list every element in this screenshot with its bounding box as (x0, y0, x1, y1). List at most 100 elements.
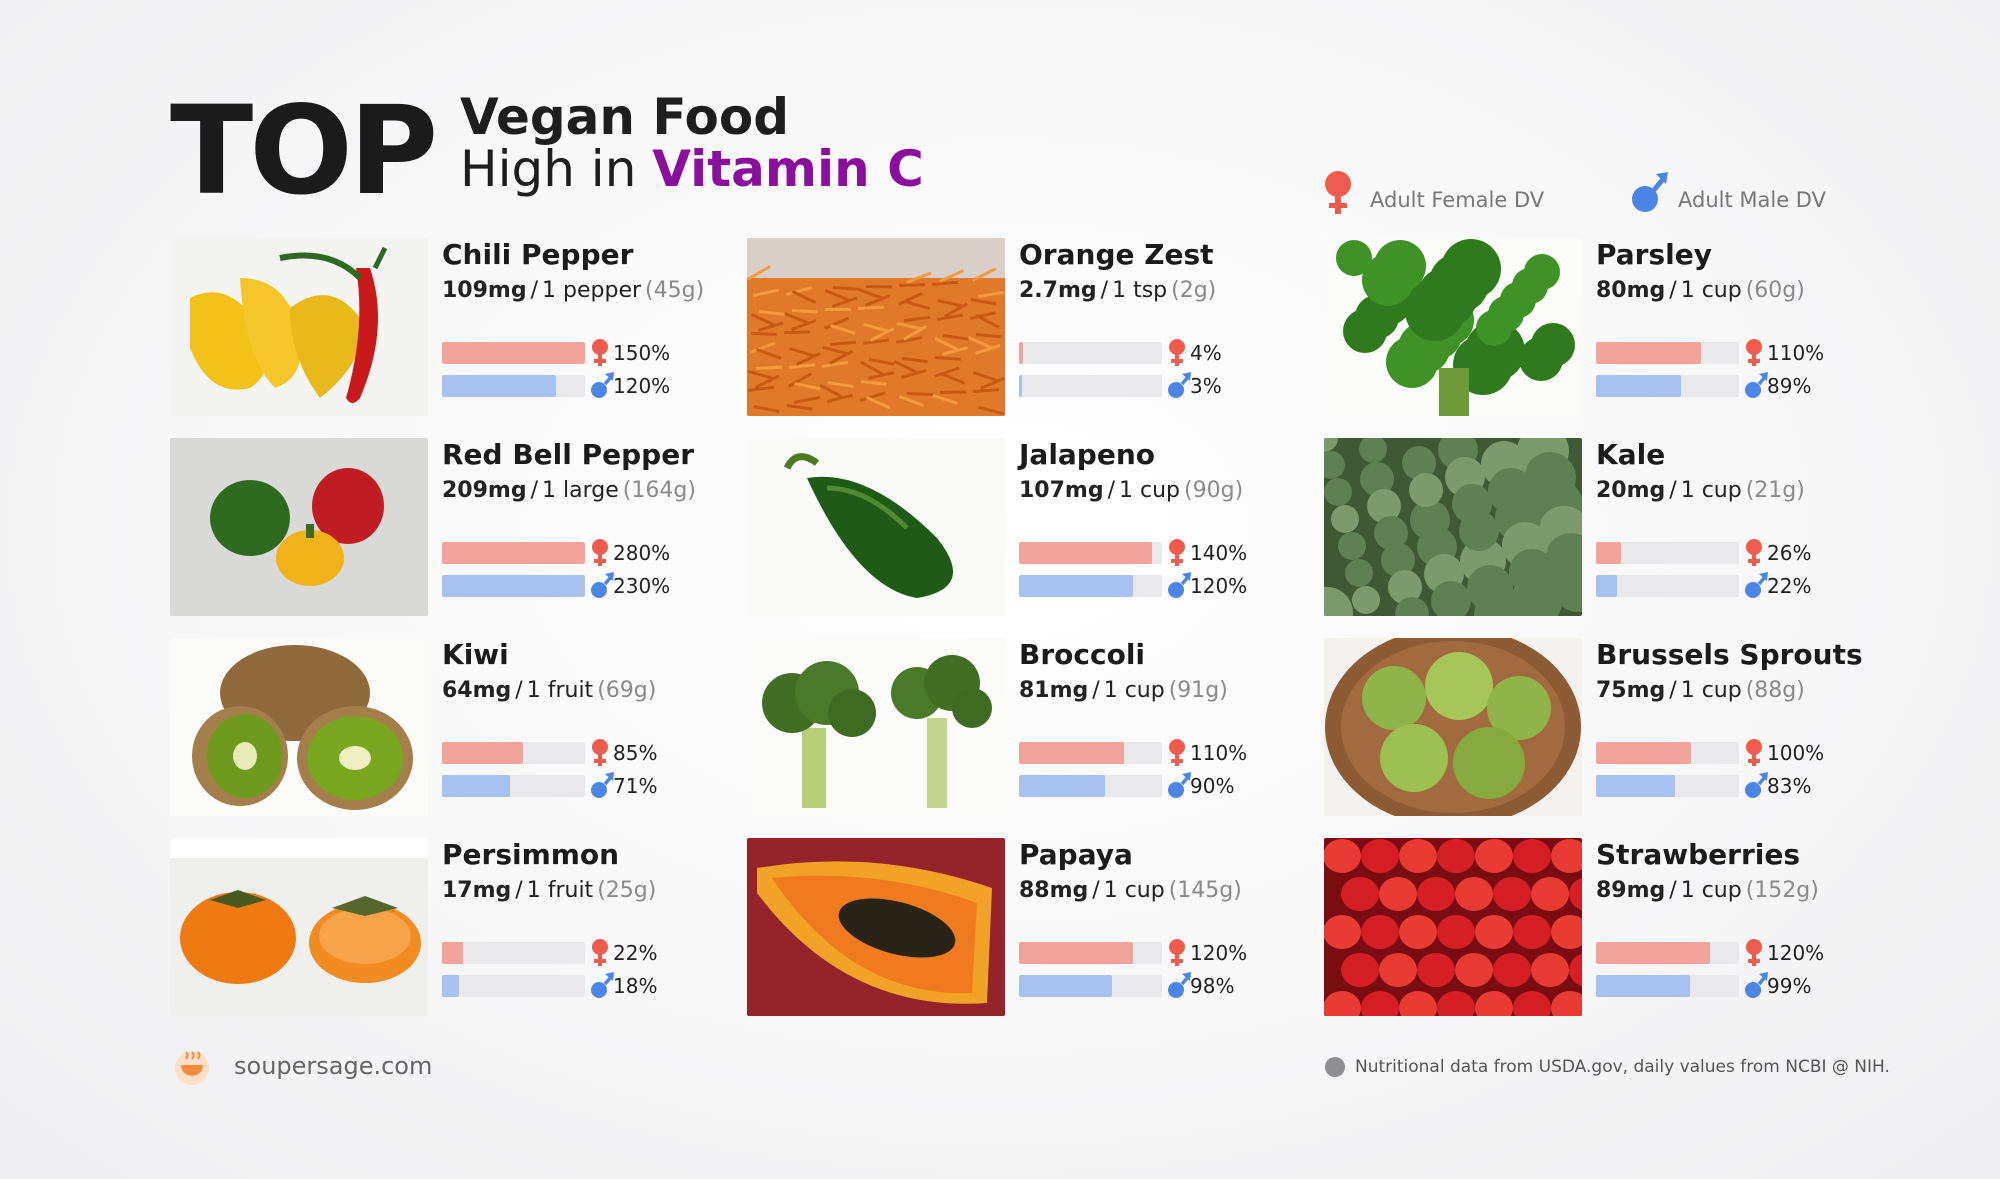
female-dv-track (1019, 342, 1162, 364)
male-dv-bar: 71% (442, 772, 702, 799)
female-dv-track (1596, 342, 1739, 364)
female-symbol-icon (1325, 171, 1351, 214)
female-dv-bar: 4% (1019, 339, 1279, 366)
food-mg: 107mg (1019, 478, 1104, 503)
female-symbol-icon (1166, 938, 1188, 972)
female-symbol-icon (589, 538, 611, 572)
male-dv-track (442, 575, 585, 597)
food-mg: 81mg (1019, 678, 1089, 703)
female-dv-bar: 100% (1596, 739, 1856, 766)
male-dv-track (1596, 775, 1739, 797)
female-symbol-icon (589, 738, 611, 772)
male-dv-fill (1596, 775, 1676, 797)
food-grams: (21g) (1745, 478, 1805, 503)
food-serving: 20mg/1 cup (21g) (1596, 478, 1805, 503)
female-dv-percent: 26% (1767, 541, 1812, 565)
female-dv-bar: 26% (1596, 539, 1856, 566)
male-dv-fill (1596, 375, 1681, 397)
male-dv-track (1019, 375, 1162, 397)
male-dv-percent: 83% (1767, 774, 1812, 798)
female-symbol-icon (1166, 338, 1188, 372)
food-grams: (91g) (1168, 678, 1228, 703)
food-serving: 81mg/1 cup (91g) (1019, 678, 1228, 703)
female-dv-percent: 4% (1190, 341, 1222, 365)
female-dv-fill (1019, 742, 1124, 764)
female-dv-fill (1019, 342, 1023, 364)
male-dv-fill (1596, 575, 1617, 597)
parsley-photo (1324, 238, 1582, 416)
female-dv-percent: 120% (1190, 941, 1248, 965)
female-dv-bar: 110% (1019, 739, 1279, 766)
female-dv-track (442, 742, 585, 764)
food-grams: (60g) (1745, 278, 1805, 303)
food-name: Orange Zest (1019, 238, 1214, 271)
female-symbol-icon (1166, 538, 1188, 572)
female-dv-bar: 140% (1019, 539, 1279, 566)
female-dv-fill (442, 942, 463, 964)
food-grams: (45g) (645, 278, 705, 303)
female-dv-bar: 150% (442, 339, 702, 366)
food-name: Persimmon (442, 838, 620, 871)
food-serving: 109mg/1 pepper (45g) (442, 278, 705, 303)
food-name: Chili Pepper (442, 238, 634, 271)
food-serving-size: 1 cup (1680, 878, 1742, 903)
male-dv-fill (442, 975, 460, 997)
female-dv-track (1596, 542, 1739, 564)
kiwi-photo (170, 638, 428, 816)
male-dv-percent: 230% (613, 574, 671, 598)
male-symbol-icon (1166, 371, 1192, 405)
food-serving-size: 1 large (542, 478, 619, 503)
male-dv-fill (1019, 575, 1134, 597)
food-name: Parsley (1596, 238, 1712, 271)
female-dv-bar: 85% (442, 739, 702, 766)
male-dv-track (1019, 775, 1162, 797)
food-mg: 89mg (1596, 878, 1666, 903)
female-dv-bar: 120% (1596, 939, 1856, 966)
male-dv-percent: 98% (1190, 974, 1235, 998)
food-mg: 20mg (1596, 478, 1666, 503)
food-card: Broccoli 81mg/1 cup (91g) 110% 90% (747, 638, 1307, 818)
female-dv-bar: 280% (442, 539, 702, 566)
food-name: Broccoli (1019, 638, 1146, 671)
male-dv-bar: 230% (442, 572, 702, 599)
female-dv-track (1596, 742, 1739, 764)
male-dv-bar: 120% (442, 372, 702, 399)
female-dv-percent: 120% (1767, 941, 1825, 965)
food-card: Brussels Sprouts 75mg/1 cup (88g) 100% 83… (1324, 638, 1884, 818)
food-card: Persimmon 17mg/1 fruit (25g) 22% 18% (170, 838, 730, 1018)
male-dv-percent: 90% (1190, 774, 1235, 798)
female-symbol-icon (589, 938, 611, 972)
male-symbol-icon (1743, 571, 1769, 605)
male-dv-track (1596, 575, 1739, 597)
female-dv-percent: 110% (1190, 741, 1248, 765)
male-dv-track (442, 375, 585, 397)
food-mg: 75mg (1596, 678, 1666, 703)
male-dv-bar: 98% (1019, 972, 1279, 999)
male-symbol-icon (589, 371, 615, 405)
male-dv-fill (1019, 975, 1113, 997)
food-grams: (69g) (597, 678, 657, 703)
female-dv-fill (442, 742, 524, 764)
food-card: Papaya 88mg/1 cup (145g) 120% 98% (747, 838, 1307, 1018)
female-dv-track (1019, 742, 1162, 764)
food-grams: (164g) (622, 478, 696, 503)
footer-site[interactable]: soupersage.com (234, 1052, 433, 1080)
male-dv-track (442, 775, 585, 797)
male-symbol-icon (1166, 571, 1192, 605)
food-serving-size: 1 cup (1680, 478, 1742, 503)
male-dv-percent: 22% (1767, 574, 1812, 598)
food-card: Kiwi 64mg/1 fruit (69g) 85% 71% (170, 638, 730, 818)
broccoli-photo (747, 638, 1005, 816)
male-symbol-icon (1632, 172, 1668, 212)
male-dv-track (1596, 375, 1739, 397)
food-serving: 2.7mg/1 tsp (2g) (1019, 278, 1217, 303)
female-symbol-icon (1743, 938, 1765, 972)
food-mg: 109mg (442, 278, 527, 303)
male-dv-fill (442, 375, 557, 397)
male-symbol-icon (1743, 971, 1769, 1005)
male-symbol-icon (1743, 371, 1769, 405)
male-dv-percent: 3% (1190, 374, 1222, 398)
male-symbol-icon (1166, 971, 1192, 1005)
male-symbol-icon (589, 971, 615, 1005)
male-dv-fill (442, 775, 510, 797)
